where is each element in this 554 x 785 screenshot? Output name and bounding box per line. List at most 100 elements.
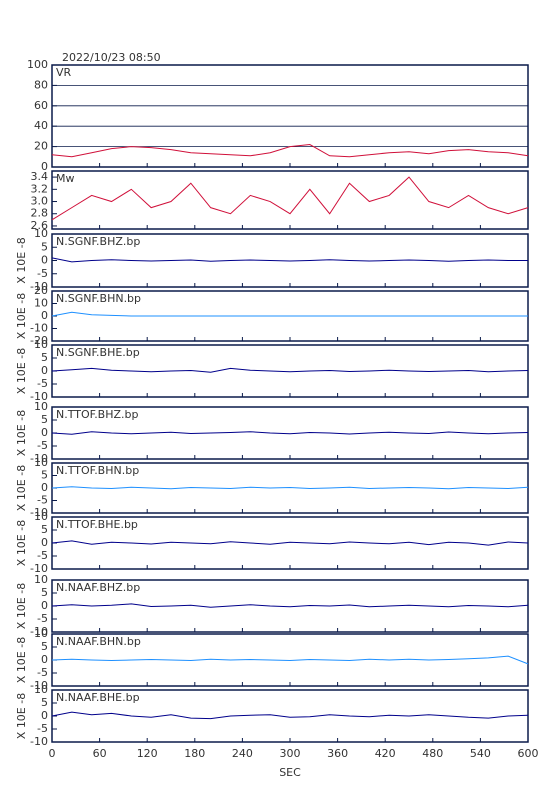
- y-axis-label: X 10E -8: [15, 410, 28, 456]
- y-tick-label: -5: [37, 267, 48, 280]
- y-tick-label: -10: [30, 506, 48, 519]
- y-tick-label: 5: [41, 351, 48, 364]
- x-tick-label: 300: [280, 747, 301, 760]
- y-tick-label: -5: [37, 722, 48, 735]
- y-tick-label: -10: [30, 322, 48, 335]
- y-tick-label: -10: [30, 562, 48, 575]
- y-tick-label: 5: [41, 240, 48, 253]
- x-tick-label: 240: [232, 747, 253, 760]
- trace: [51, 603, 529, 608]
- y-tick-label: 5: [41, 586, 48, 599]
- panel-frame: [51, 64, 529, 168]
- panel-label: N.TTOF.BHZ.bp: [56, 408, 139, 421]
- y-axis-label: X 10E -8: [15, 237, 28, 283]
- y-tick-label: 10: [34, 297, 48, 310]
- y-tick-label: 0: [41, 709, 48, 722]
- x-tick-label: 540: [470, 747, 491, 760]
- y-tick-label: 20: [34, 140, 48, 153]
- y-tick-label: -20: [30, 334, 48, 347]
- y-tick-label: -5: [37, 549, 48, 562]
- y-tick-label: -5: [37, 666, 48, 679]
- y-tick-label: 0: [41, 160, 48, 173]
- y-axis-label: X 10E -8: [15, 693, 28, 739]
- y-tick-label: 0: [41, 653, 48, 666]
- y-tick-label: -5: [37, 439, 48, 452]
- y-tick-label: -10: [30, 452, 48, 465]
- y-tick-label: 10: [34, 456, 48, 469]
- y-tick-label: 60: [34, 99, 48, 112]
- y-tick-label: -10: [30, 280, 48, 293]
- x-tick-label: 180: [184, 747, 205, 760]
- y-axis-label: X 10E -8: [15, 348, 28, 394]
- y-axis-label: X 10E -8: [15, 637, 28, 683]
- y-tick-label: 10: [34, 338, 48, 351]
- y-tick-label: 5: [41, 523, 48, 536]
- panel-label: N.NAAF.BHN.bp: [56, 635, 141, 648]
- x-tick-label: 360: [327, 747, 348, 760]
- y-tick-label: 10: [34, 510, 48, 523]
- y-tick-label: -5: [37, 377, 48, 390]
- y-tick-label: 0: [41, 536, 48, 549]
- trace: [51, 540, 529, 546]
- y-axis-label: X 10E -8: [15, 583, 28, 629]
- y-tick-label: 0: [41, 254, 48, 267]
- y-tick-label: 5: [41, 696, 48, 709]
- y-tick-label: -10: [30, 679, 48, 692]
- y-tick-label: 3.2: [31, 182, 49, 195]
- y-tick-label: -10: [30, 625, 48, 638]
- trace: [51, 311, 528, 317]
- y-tick-label: 10: [34, 627, 48, 640]
- y-tick-label: 10: [34, 227, 48, 240]
- trace: [51, 367, 529, 373]
- trace: [51, 431, 529, 435]
- y-tick-label: 0: [41, 364, 48, 377]
- y-tick-label: 20: [34, 284, 48, 297]
- y-tick-label: -5: [37, 612, 48, 625]
- y-tick-label: 40: [34, 119, 48, 132]
- y-tick-label: 0: [41, 599, 48, 612]
- y-tick-label: -10: [30, 735, 48, 748]
- y-tick-label: 80: [34, 78, 48, 91]
- x-tick-label: 420: [375, 747, 396, 760]
- y-tick-label: 100: [27, 58, 48, 71]
- panel-label: N.SGNF.BHZ.bp: [56, 235, 140, 248]
- y-tick-label: 10: [34, 400, 48, 413]
- x-tick-label: 120: [137, 747, 158, 760]
- x-tick-label: 60: [93, 747, 107, 760]
- panel-label: N.SGNF.BHE.bp: [56, 346, 140, 359]
- panel-label: N.NAAF.BHZ.bp: [56, 581, 140, 594]
- y-tick-label: 5: [41, 413, 48, 426]
- y-tick-label: 0: [41, 309, 48, 322]
- y-tick-label: 5: [41, 640, 48, 653]
- trace: [51, 711, 529, 720]
- y-tick-label: 3.0: [31, 195, 49, 208]
- y-tick-label: -10: [30, 390, 48, 403]
- x-tick-label: 0: [49, 747, 56, 760]
- y-tick-label: 0: [41, 481, 48, 494]
- y-axis-label: X 10E -8: [15, 293, 28, 339]
- y-axis-label: X 10E -8: [15, 520, 28, 566]
- x-tick-label: 480: [422, 747, 443, 760]
- x-tick-label: 600: [518, 747, 539, 760]
- trace: [51, 176, 529, 221]
- panel-label: N.SGNF.BHN.bp: [56, 292, 141, 305]
- y-tick-label: 5: [41, 469, 48, 482]
- y-tick-label: 0: [41, 426, 48, 439]
- y-tick-label: 3.4: [31, 170, 49, 183]
- y-tick-label: -5: [37, 494, 48, 507]
- panel-label: VR: [56, 66, 72, 79]
- trace: [51, 144, 529, 158]
- x-axis-label: SEC: [279, 766, 301, 779]
- panel-label: N.TTOF.BHE.bp: [56, 518, 138, 531]
- panel-label: Mw: [56, 172, 75, 185]
- y-tick-label: 10: [34, 683, 48, 696]
- trace: [51, 655, 529, 665]
- panel-label: N.TTOF.BHN.bp: [56, 464, 139, 477]
- y-tick-label: 2.8: [31, 207, 49, 220]
- trace: [51, 257, 528, 263]
- y-tick-label: 2.6: [31, 219, 49, 232]
- chart-title: 2022/10/23 08:50: [62, 51, 161, 64]
- trace: [51, 486, 529, 490]
- y-tick-label: 10: [34, 573, 48, 586]
